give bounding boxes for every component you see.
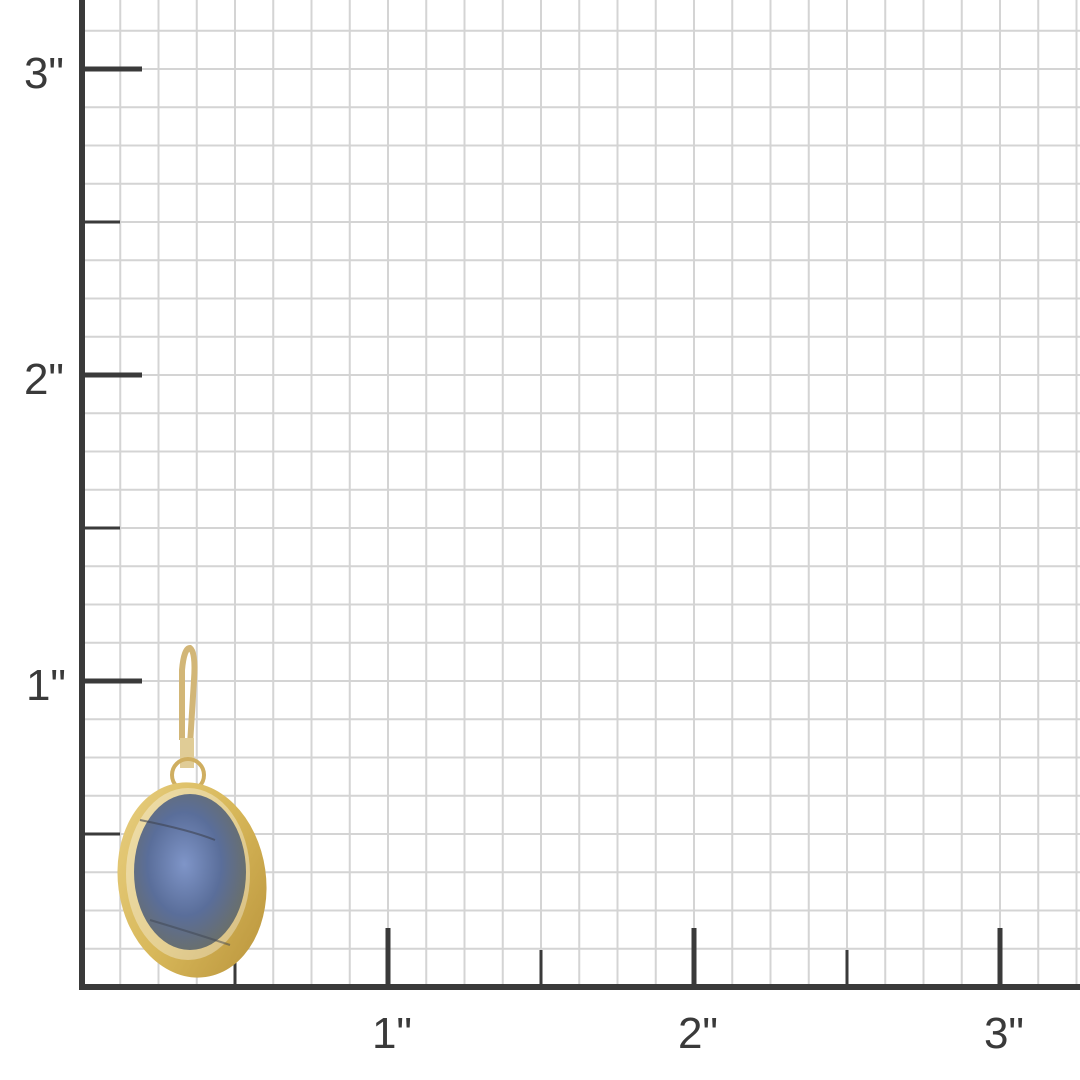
x-label-2: 2" (678, 1009, 718, 1058)
grid-lines (82, 0, 1080, 987)
y-label-2: 2" (24, 355, 64, 404)
ear-hook (179, 644, 198, 746)
x-label-3: 3" (984, 1009, 1024, 1058)
axis-labels: 1" 2" 3" 1" 2" 3" (24, 49, 1024, 1058)
earring-image (117, 644, 267, 978)
y-label-3: 3" (24, 49, 64, 98)
x-label-1: 1" (372, 1009, 412, 1058)
y-label-1: 1" (26, 661, 66, 710)
axes (79, 0, 1080, 990)
labradorite-stone (134, 794, 246, 950)
